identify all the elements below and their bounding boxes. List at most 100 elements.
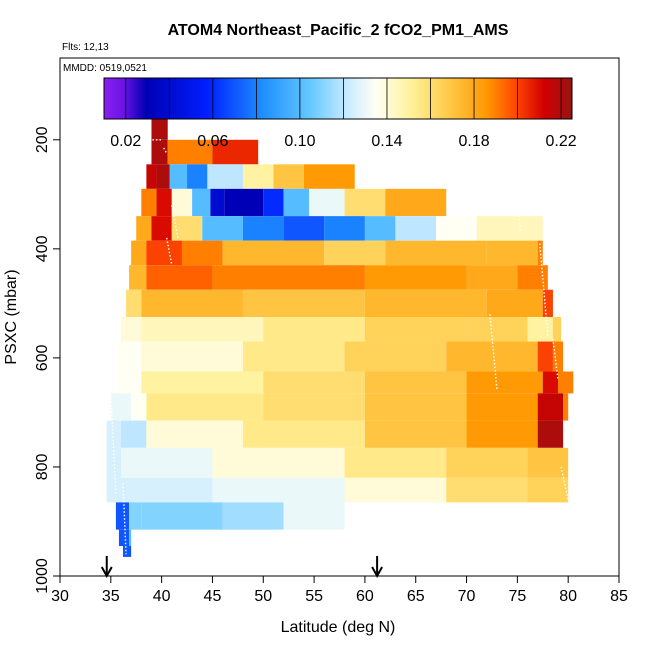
heatmap-cell-11-1: [131, 393, 147, 421]
x-tick-label: 35: [102, 588, 120, 605]
heatmap-cell-10-3: [364, 371, 467, 394]
x-tick-label: 55: [305, 588, 323, 605]
heatmap-cell-3-2: [171, 188, 193, 217]
heatmap-cell-6-4: [466, 265, 518, 290]
heatmap-cell-13-5: [527, 447, 569, 478]
heatmap-cell-14-0: [106, 477, 121, 503]
flight-track-7: [516, 194, 522, 233]
heatmap-cell-5-3: [222, 240, 325, 266]
colorbar-tick-label: 0.06: [197, 133, 228, 150]
heatmap-cell-14-3: [344, 477, 447, 503]
heatmap-cell-5-5: [385, 240, 487, 266]
heatmap-cell-8-0: [120, 317, 142, 342]
heatmap-cell-0-0: [151, 117, 168, 140]
heatmap-cell-1-1: [167, 139, 182, 165]
heatmap-cell-15-4: [283, 502, 345, 530]
y-tick-label: 200: [34, 126, 51, 153]
heatmap-cell-12-3: [242, 420, 365, 448]
heatmap-cell-12-5: [466, 420, 538, 448]
heatmap-cell-3-3: [192, 188, 211, 217]
heatmap-cell-10-2: [263, 371, 365, 394]
x-tick-label: 60: [356, 588, 374, 605]
chart-title: ATOM4 Northeast_Pacific_2 fCO2_PM1_AMS: [168, 22, 509, 39]
heatmap-cell-8-3: [364, 317, 467, 342]
heatmap-cell-7-1: [141, 289, 243, 317]
colorbar: 0.02 0.06 0.10 0.14 0.18 0.22: [103, 77, 577, 150]
heatmap-cell-4-4: [242, 216, 284, 241]
x-tick-label: 70: [458, 588, 476, 605]
heatmap-cell-10-4: [466, 371, 543, 394]
heatmap-cell-2-3: [187, 164, 208, 189]
flight-track-3: [166, 237, 173, 266]
heatmap-cell-4-0: [136, 216, 152, 241]
heatmap-cell-5-6: [486, 240, 538, 266]
colorbar-tick-label: 0.10: [284, 133, 315, 150]
heatmap-cell-12-2: [146, 420, 243, 448]
heatmap-cell-2-4: [207, 164, 243, 189]
x-tick-label: 65: [407, 588, 425, 605]
heatmap-cell-3-6: [263, 188, 284, 217]
heatmap-cell-10-5: [542, 371, 559, 394]
heatmap-cell-12-0: [106, 420, 121, 448]
heatmap-cell-2-6: [273, 164, 304, 189]
heatmap-cell-9-5: [537, 341, 553, 372]
latitude-arrows: [100, 556, 383, 579]
heatmap-cell-6-2: [212, 265, 365, 290]
flight-track-10: [122, 483, 127, 555]
flights-annotation: Flts: 12,13: [62, 42, 109, 53]
x-tick-label: 75: [508, 588, 526, 605]
heatmap-cell-6-3: [364, 265, 467, 290]
heatmap-cell-1-0: [151, 139, 168, 165]
heatmap-cell-9-4: [446, 341, 538, 372]
heatmap-cell-3-4: [210, 188, 225, 217]
heatmap-cell-6-0: [129, 265, 147, 290]
dates-annotation: MMDD: 0519,0521: [63, 63, 147, 74]
heatmap-cell-9-1: [141, 341, 243, 372]
y-tick-label: 1000: [34, 558, 51, 594]
x-axis: 30 35 40 45 50 55 60 65 70 75 80 85: [51, 575, 628, 605]
y-tick-label: 600: [34, 344, 51, 371]
heatmap-cell-7-3: [364, 289, 487, 317]
heatmap-cell-6-1: [146, 265, 213, 290]
heatmap-cell-7-2: [242, 289, 365, 317]
heatmap-cell-3-9: [344, 188, 386, 217]
heatmap-cell-16-1: [129, 529, 132, 547]
x-tick-label: 40: [153, 588, 171, 605]
heatmap-cell-5-7: [537, 240, 543, 266]
heatmap-cell-13-4: [446, 447, 528, 478]
colorbar-bar: [103, 77, 573, 120]
y-axis-label: PSXC (mbar): [3, 269, 20, 364]
heatmap-cell-8-1: [141, 317, 264, 342]
heatmap-cell-13-2: [212, 447, 345, 478]
heatmap-cell-9-2: [242, 341, 345, 372]
heatmap-cell-7-0: [126, 289, 142, 317]
heatmap-cell-4-2: [171, 216, 203, 241]
heatmap-cell-3-10: [385, 188, 447, 217]
heatmap-cell-9-0: [115, 341, 142, 372]
heatmap-cell-14-5: [527, 477, 569, 503]
heatmap-cell-4-3: [202, 216, 243, 241]
heatmap-cell-5-2: [181, 240, 223, 266]
heatmap-cell-4-5: [283, 216, 325, 241]
heatmap-cell-8-4: [466, 317, 528, 342]
heatmap-cell-3-7: [283, 188, 310, 217]
x-tick-label: 80: [559, 588, 577, 605]
heatmap-cell-4-1: [151, 216, 172, 241]
colorbar-tick-label: 0.18: [458, 133, 489, 150]
heatmap-cell-15-3: [222, 502, 284, 530]
heatmap-cell-4-8: [395, 216, 437, 241]
flight-tracks: [110, 139, 569, 555]
heatmap-cell-5-0: [131, 240, 147, 266]
heatmap-cell-10-1: [141, 371, 264, 394]
heatmap-cell-11-2: [146, 393, 264, 421]
heatmap-cell-2-5: [242, 164, 274, 189]
heatmap-cell-9-6: [552, 341, 564, 372]
colorbar-tick-label: 0.22: [546, 133, 577, 150]
heatmap-cell-9-3: [344, 341, 447, 372]
heatmap-cell-8-6: [552, 317, 562, 342]
x-tick-label: 30: [51, 588, 69, 605]
heatmap-cell-7-4: [486, 289, 543, 317]
heatmap-cell-15-1: [129, 502, 142, 530]
